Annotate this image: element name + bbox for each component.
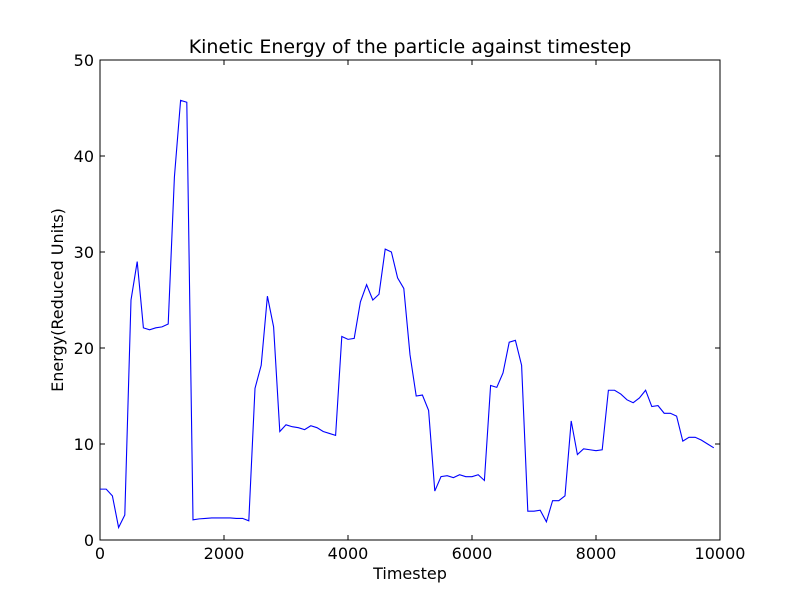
x-tick-label: 0: [95, 544, 105, 563]
y-axis-ticks: 0 10 20 30 40 50: [74, 51, 720, 550]
x-tick-label: 2000: [204, 544, 245, 563]
energy-series-line: [100, 99, 715, 530]
plot-frame: [99, 59, 721, 541]
y-tick-label: 50: [74, 51, 94, 70]
y-tick-label: 40: [74, 147, 94, 166]
x-tick-label: 8000: [576, 544, 617, 563]
x-axis-label: Timestep: [372, 564, 447, 583]
x-tick-label: 10000: [695, 544, 746, 563]
y-tick-label: 30: [74, 243, 94, 262]
x-tick-label: 6000: [452, 544, 493, 563]
y-tick-label: 0: [84, 531, 94, 550]
y-tick-label: 20: [74, 339, 94, 358]
x-tick-label: 4000: [328, 544, 369, 563]
y-axis-label: Energy(Reduced Units): [48, 208, 67, 392]
y-tick-label: 10: [74, 435, 94, 454]
chart-title: Kinetic Energy of the particle against t…: [189, 36, 632, 58]
x-axis-ticks: 0 2000 4000 6000 8000 10000: [95, 60, 746, 563]
plot-area: [99, 59, 721, 541]
